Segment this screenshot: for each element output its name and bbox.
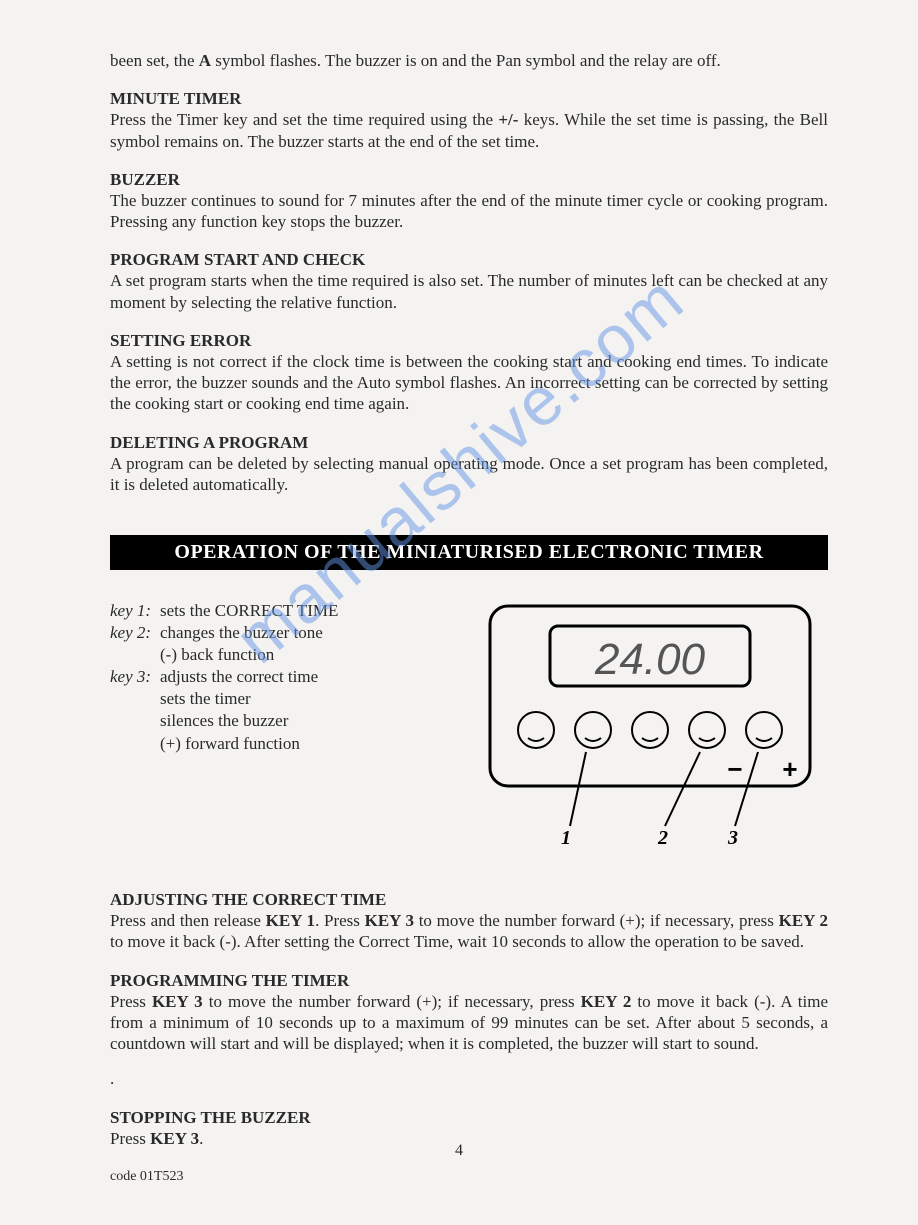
- code-label: code 01T523: [110, 1169, 828, 1185]
- heading-deleting: DELETING A PROGRAM: [110, 433, 828, 453]
- heading-minute-timer: MINUTE TIMER: [110, 89, 828, 109]
- mt-pre: Press the Timer key and set the time req…: [110, 110, 498, 129]
- display-value: 24.00: [594, 635, 706, 684]
- prog-p1: Press: [110, 992, 152, 1011]
- heading-adjusting: ADJUSTING THE CORRECT TIME: [110, 890, 828, 910]
- panel-label-1: 1: [561, 827, 571, 849]
- adj-p1: Press and then release: [110, 911, 266, 930]
- heading-stopping: STOPPING THE BUZZER: [110, 1108, 828, 1128]
- key1-text: sets the CORRECT TIME: [160, 600, 338, 622]
- stray-dot: .: [110, 1068, 828, 1089]
- intro-bold: A: [199, 51, 211, 70]
- adj-b1: KEY 1: [266, 911, 315, 930]
- body-deleting: A program can be deleted by selecting ma…: [110, 453, 828, 496]
- heading-program-start: PROGRAM START AND CHECK: [110, 250, 828, 270]
- body-setting-error: A setting is not correct if the clock ti…: [110, 351, 828, 415]
- timer-panel-diagram: 24.00 − + 1 2 3: [480, 600, 820, 860]
- intro-paragraph: been set, the A symbol flashes. The buzz…: [110, 50, 828, 71]
- heading-programming: PROGRAMMING THE TIMER: [110, 971, 828, 991]
- key3-text: adjusts the correct time: [160, 666, 318, 688]
- body-adjusting: Press and then release KEY 1. Press KEY …: [110, 910, 828, 953]
- heading-setting-error: SETTING ERROR: [110, 331, 828, 351]
- minus-symbol: −: [727, 754, 742, 784]
- prog-b1: KEY 3: [152, 992, 203, 1011]
- plus-symbol: +: [782, 754, 797, 784]
- key3-sub1: sets the timer: [160, 688, 450, 710]
- page-number: 4: [0, 1142, 918, 1160]
- adj-p3: to move the number forward (+); if neces…: [414, 911, 779, 930]
- body-programming: Press KEY 3 to move the number forward (…: [110, 991, 828, 1055]
- adj-p2: . Press: [315, 911, 365, 930]
- key3-sub3: (+) forward function: [160, 733, 450, 755]
- key3-sub2: silences the buzzer: [160, 710, 450, 732]
- body-program-start: A set program starts when the time requi…: [110, 270, 828, 313]
- prog-p2: to move the number forward (+); if neces…: [203, 992, 581, 1011]
- prog-b2: KEY 2: [581, 992, 632, 1011]
- intro-pre: been set, the: [110, 51, 199, 70]
- heading-buzzer: BUZZER: [110, 170, 828, 190]
- key2-text: changes the buzzer tone: [160, 622, 323, 644]
- adj-b3: KEY 2: [779, 911, 828, 930]
- intro-post: symbol flashes. The buzzer is on and the…: [211, 51, 721, 70]
- panel-label-3: 3: [727, 827, 738, 849]
- key1-label: key 1:: [110, 600, 160, 622]
- banner-heading: OPERATION OF THE MINIATURISED ELECTRONIC…: [110, 535, 828, 570]
- key3-label: key 3:: [110, 666, 160, 688]
- body-buzzer: The buzzer continues to sound for 7 minu…: [110, 190, 828, 233]
- body-minute-timer: Press the Timer key and set the time req…: [110, 109, 828, 152]
- mt-bold: +/-: [498, 110, 518, 129]
- adj-b2: KEY 3: [365, 911, 414, 930]
- adj-p4: to move it back (-). After setting the C…: [110, 932, 804, 951]
- key2-label: key 2:: [110, 622, 160, 644]
- key-definitions: key 1:sets the CORRECT TIME key 2:change…: [110, 600, 450, 755]
- key2-sub: (-) back function: [160, 644, 450, 666]
- panel-label-2: 2: [657, 827, 668, 849]
